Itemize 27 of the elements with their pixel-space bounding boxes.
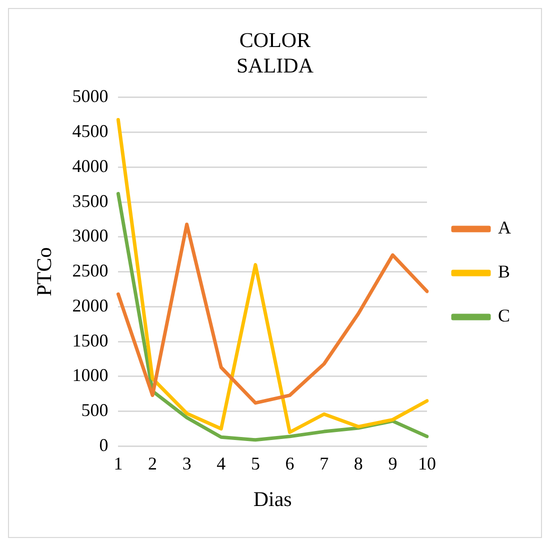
- x-tick-label: 10: [418, 454, 436, 474]
- x-tick-label: 7: [320, 454, 329, 474]
- x-tick-label: 6: [285, 454, 294, 474]
- y-tick-label: 500: [81, 400, 108, 420]
- y-tick-label: 5000: [72, 86, 108, 106]
- y-tick-label: 1500: [72, 330, 108, 350]
- legend-label: C: [498, 306, 510, 326]
- x-tick-label: 3: [182, 454, 192, 474]
- y-tick-label: 3500: [72, 190, 108, 211]
- y-tick-label: 2500: [72, 260, 108, 281]
- x-tick-label: 4: [216, 454, 226, 474]
- x-tick-label: 1: [114, 454, 123, 474]
- x-tick-label: 8: [354, 454, 363, 474]
- y-tick-label: 1000: [72, 365, 108, 386]
- x-tick-label: 2: [148, 454, 158, 474]
- y-axis-title: PTCo: [32, 247, 56, 296]
- x-tick-label: 5: [250, 454, 260, 474]
- y-tick-label: 0: [99, 434, 108, 455]
- y-tick-label: 3000: [72, 226, 108, 246]
- y-tick-label: 2000: [72, 295, 108, 316]
- chart-title: COLOR SALIDA: [236, 28, 314, 78]
- y-tick-label: 4500: [72, 121, 108, 142]
- legend-label: B: [498, 262, 510, 282]
- x-tick-label: 9: [388, 454, 398, 474]
- legend-label: A: [498, 218, 511, 238]
- x-axis-title: Dias: [253, 486, 292, 511]
- y-tick-label: 4000: [72, 156, 108, 176]
